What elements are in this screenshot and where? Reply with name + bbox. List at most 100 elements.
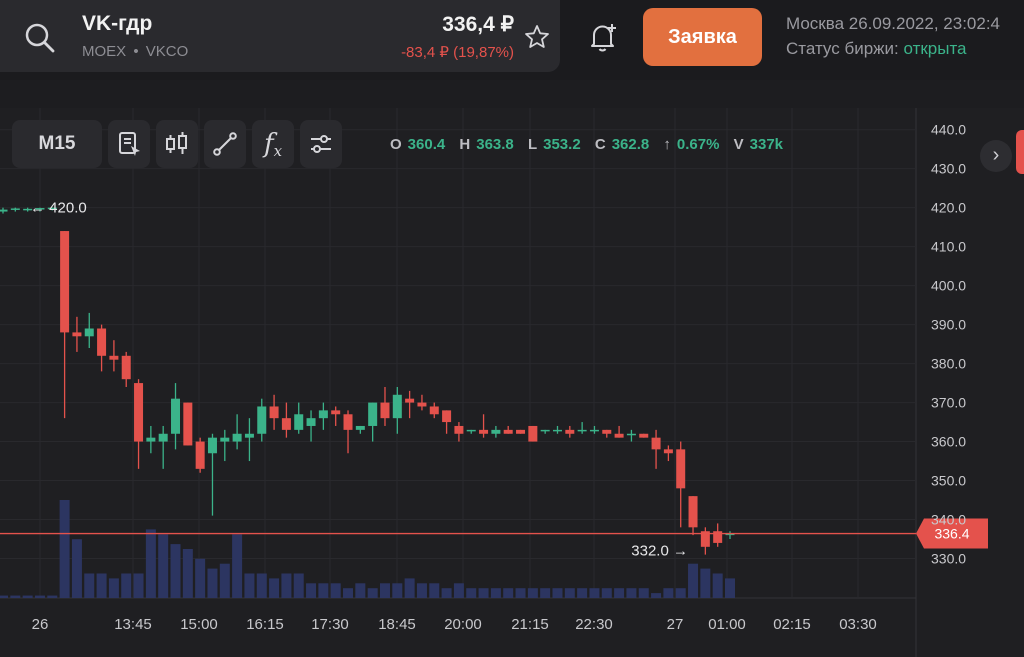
price-chart[interactable]: 336.4 ← 420.0 332.0 → 440.0 430.0 420.0 410.0… [0, 108, 1024, 657]
separator-dot: • [133, 43, 139, 60]
settings-sliders-icon[interactable] [300, 120, 342, 168]
candle-body [207, 437, 217, 454]
x-tick-label: 01:00 [708, 616, 746, 633]
candle-body [97, 328, 107, 356]
volume-bar [269, 578, 280, 598]
candle-body [232, 433, 242, 442]
candle-body [614, 433, 624, 438]
candle-body [343, 414, 353, 430]
volume-bar [293, 573, 304, 598]
x-tick-label: 03:30 [839, 616, 877, 633]
candle-body [552, 429, 562, 432]
candle-body [491, 429, 501, 434]
candle-body [35, 208, 45, 210]
volume-bar [158, 534, 169, 598]
price-change: -83,4 ₽ (19,87%) [401, 44, 514, 61]
volume-bar [651, 593, 662, 598]
volume-bar [429, 583, 440, 598]
current-price-label: 336.4 [934, 526, 969, 542]
chevron-right-icon[interactable]: › [980, 140, 1012, 172]
time-axis: 26 13:45 15:00 16:15 17:30 18:45 20:00 21:15 22:… [32, 616, 877, 633]
candle-body [281, 418, 291, 430]
chart-grid [0, 108, 917, 657]
candle-body [602, 429, 612, 434]
ticker-card[interactable]: VK-гдр MOEX • VKCO 336,4 ₽ -83,4 ₽ (19,8… [0, 0, 560, 72]
order-button[interactable]: Заявка [643, 8, 762, 66]
volume-bar [441, 588, 452, 598]
x-tick-label: 22:30 [575, 616, 613, 633]
side-panel-tab[interactable] [1016, 130, 1024, 174]
notes-icon[interactable] [108, 120, 150, 168]
volume-bar [219, 563, 230, 598]
volume-bar [404, 578, 415, 598]
candle-body [676, 449, 686, 489]
candle-body [454, 425, 464, 434]
high-marker-label: ← 420.0 [30, 200, 87, 217]
y-tick-label: 340.0 [931, 512, 966, 528]
volume-bar [10, 595, 21, 598]
volume-bar [108, 578, 119, 598]
close-label: C [594, 136, 606, 153]
candle-body [257, 406, 267, 434]
y-tick-label: 420.0 [931, 200, 966, 216]
exchange-name: MOEX [82, 43, 127, 60]
interval-label: M15 [38, 133, 76, 154]
candle-body [10, 208, 20, 210]
candle-body [171, 398, 181, 434]
volume-bar [244, 573, 255, 598]
y-tick-label: 330.0 [931, 551, 966, 567]
bell-plus-icon[interactable] [586, 20, 620, 54]
candle-body [47, 207, 57, 210]
candle-body [417, 402, 427, 407]
candle-body [331, 410, 341, 415]
change-arrow: ↑ [663, 136, 671, 153]
last-price: 336,4 ₽ [442, 13, 514, 36]
interval-button[interactable]: M15 [12, 120, 102, 168]
volume-bar [564, 588, 575, 598]
ticker-name: VK-гдр [82, 12, 153, 35]
candle-body [294, 414, 304, 430]
low-label: L [527, 136, 538, 153]
volume-bar [638, 588, 649, 598]
volume-bar [540, 588, 551, 598]
y-tick-label: 390.0 [931, 317, 966, 333]
volume-bar [343, 588, 354, 598]
y-tick-label: 440.0 [931, 122, 966, 138]
candle-body [244, 433, 254, 438]
volume-bar [392, 583, 403, 598]
draw-line-icon[interactable] [204, 120, 246, 168]
close-value: 362.8 [611, 136, 650, 153]
search-icon[interactable] [22, 20, 58, 56]
volume-bar [552, 588, 563, 598]
volume-bar [626, 588, 637, 598]
ticker-subline: MOEX • VKCO [82, 43, 188, 60]
volume-bar [663, 588, 674, 598]
candle-body [0, 209, 8, 212]
high-label: H [459, 136, 471, 153]
volume-bar [281, 573, 292, 598]
volume-bar [182, 549, 193, 598]
volume-bar [256, 573, 267, 598]
volume-bar [700, 568, 711, 598]
candle-body [688, 496, 698, 528]
volume-bar [170, 544, 181, 598]
candle-body [306, 418, 316, 426]
volume-bar [195, 558, 206, 598]
candles [0, 207, 735, 555]
candles-icon[interactable] [156, 120, 198, 168]
current-price-tag [916, 518, 988, 549]
candle-body [355, 425, 365, 430]
star-icon[interactable] [524, 24, 550, 50]
volume-bar [589, 588, 600, 598]
ohlc-legend: O 360.4 H 363.8 L 353.2 C 362.8 ↑ 0.67% V 337k [390, 136, 793, 153]
price-axis: 440.0 430.0 420.0 410.0 400.0 390.0 380.0 370.0… [931, 122, 966, 567]
candle-body [651, 437, 661, 450]
function-glyph: f [263, 129, 274, 159]
status-value: открыта [903, 39, 967, 58]
volume-bar [34, 595, 45, 598]
candle-body [269, 406, 279, 419]
volume-bar [453, 583, 464, 598]
volume-bar [318, 583, 329, 598]
x-tick-label: 26 [32, 616, 49, 633]
